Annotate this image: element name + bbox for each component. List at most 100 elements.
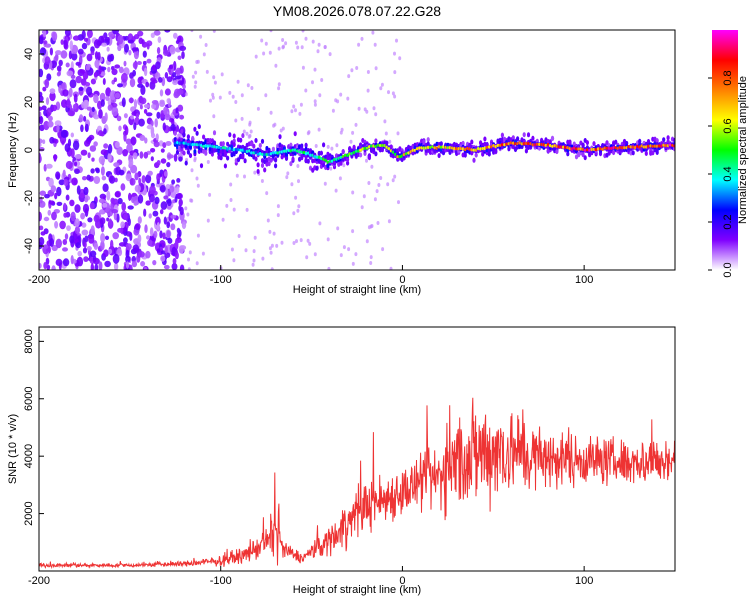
heatmap-cell [47, 209, 52, 216]
heatmap-cell [213, 80, 217, 85]
heatmap-cell [472, 157, 476, 163]
heatmap-cell [612, 150, 616, 156]
heatmap-cell [274, 163, 278, 169]
heatmap-cell [292, 104, 296, 109]
heatmap-cell [120, 183, 126, 191]
heatmap-cell [69, 79, 77, 89]
heatmap-cell [146, 235, 150, 240]
heatmap-cell [268, 50, 272, 55]
heatmap-cell [104, 260, 111, 268]
heatmap-cell [106, 217, 110, 222]
heatmap-cell [156, 47, 161, 55]
heatmap-cell [111, 106, 119, 117]
heatmap-cell [90, 168, 95, 174]
heatmap-cell [588, 148, 591, 152]
heatmap-cell [131, 260, 138, 268]
heatmap-cell [334, 98, 338, 103]
heatmap-cell [166, 76, 173, 83]
heatmap-cell [39, 262, 42, 269]
top-x-axis-label: Height of straight line (km) [293, 284, 421, 296]
heatmap-cell [212, 114, 216, 119]
heatmap-cell [240, 93, 244, 98]
heatmap-cell [365, 146, 369, 150]
heatmap-cell [120, 221, 125, 229]
heatmap-cell [342, 245, 346, 250]
heatmap-cell [89, 145, 97, 152]
heatmap-cell [91, 106, 95, 112]
heatmap-cell [351, 130, 355, 135]
heatmap-cell [335, 153, 339, 159]
heatmap-cell [239, 145, 243, 150]
heatmap-cell [76, 185, 81, 195]
heatmap-cell [93, 176, 101, 184]
heatmap-cell [277, 46, 281, 51]
heatmap-cell [162, 232, 166, 240]
heatmap-cell [48, 200, 55, 205]
heatmap-cell [188, 250, 192, 255]
heatmap-cell [124, 125, 129, 136]
heatmap-cell [299, 238, 303, 243]
heatmap-cell [70, 211, 76, 222]
heatmap-cell [128, 49, 132, 56]
heatmap-cell [317, 127, 321, 132]
heatmap-cell [44, 194, 50, 199]
heatmap-cell [256, 152, 260, 156]
heatmap-cell [555, 149, 559, 155]
heatmap-cell [201, 251, 205, 256]
heatmap-cell [100, 240, 105, 251]
heatmap-cell [195, 261, 199, 266]
heatmap-cell [113, 262, 119, 270]
heatmap-cell [48, 177, 54, 188]
heatmap-cell [74, 154, 82, 159]
heatmap-cell [341, 149, 345, 154]
heatmap-cell [642, 145, 646, 149]
heatmap-cell [194, 70, 198, 75]
heatmap-cell [272, 231, 276, 236]
heatmap-cell [226, 155, 230, 161]
heatmap-cell [150, 148, 156, 153]
heatmap-cell [39, 236, 45, 246]
heatmap-cell [48, 115, 53, 122]
heatmap-cell [246, 83, 250, 88]
heatmap-cell [254, 54, 258, 59]
heatmap-cell [136, 254, 141, 263]
colorbar-tick-label: 0.0 [722, 262, 734, 277]
heatmap-cell [86, 246, 92, 251]
heatmap-cell [138, 177, 142, 185]
heatmap-cell [93, 141, 98, 147]
heatmap-cell [393, 51, 396, 56]
heatmap-cell [300, 143, 304, 148]
heatmap-cell [86, 53, 93, 62]
heatmap-cell [355, 66, 359, 70]
heatmap-cell [170, 223, 176, 231]
heatmap-cell [114, 191, 121, 198]
heatmap-cell [363, 151, 367, 156]
heatmap-cell [289, 161, 293, 167]
heatmap-cell [339, 253, 343, 258]
heatmap-cell [142, 60, 147, 66]
heatmap-cell [113, 77, 118, 82]
heatmap-cell [93, 71, 98, 78]
top-x-axis: -200 -100 0 100 [28, 265, 593, 286]
heatmap-cell [305, 255, 309, 260]
heatmap-cell [354, 252, 358, 257]
heatmap-cell [87, 217, 93, 223]
heatmap-cell [212, 130, 217, 136]
heatmap-cell [261, 256, 265, 261]
heatmap-cell [296, 45, 300, 50]
heatmap-cell [81, 30, 86, 40]
heatmap-cell [199, 163, 204, 169]
heatmap-cell [118, 125, 122, 132]
heatmap-cell [167, 237, 173, 244]
heatmap-cell [370, 224, 374, 228]
heatmap-cell [225, 203, 229, 208]
heatmap-cell [70, 148, 75, 159]
heatmap-cell [91, 157, 95, 162]
heatmap-cell [64, 30, 71, 37]
heatmap-cell [359, 152, 363, 158]
heatmap-cell [179, 264, 185, 270]
bottom-y-axis: 2000 4000 6000 8000 [23, 329, 44, 526]
heatmap-cell [388, 139, 392, 144]
heatmap-cell [67, 110, 75, 117]
heatmap-cell [662, 137, 666, 143]
